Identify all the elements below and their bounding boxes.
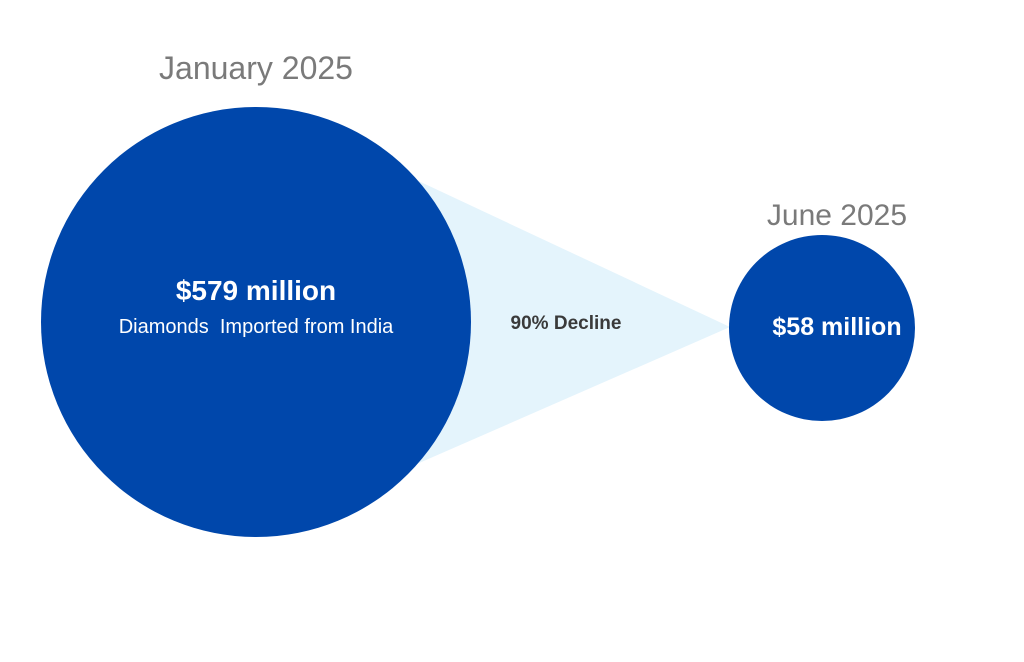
description-label-january-2025: Diamonds Imported from India: [119, 316, 394, 338]
value-label-january-2025: $579 million: [176, 275, 336, 306]
decline-percentage-label: 90% Decline: [511, 313, 622, 334]
period-label-january-2025: January 2025: [159, 50, 353, 86]
bubble-january-2025: [41, 107, 471, 537]
period-label-june-2025: June 2025: [767, 199, 907, 232]
value-label-june-2025: $58 million: [772, 313, 901, 341]
bubble-june-2025: [729, 235, 915, 421]
decline-connector-band: [410, 177, 730, 467]
